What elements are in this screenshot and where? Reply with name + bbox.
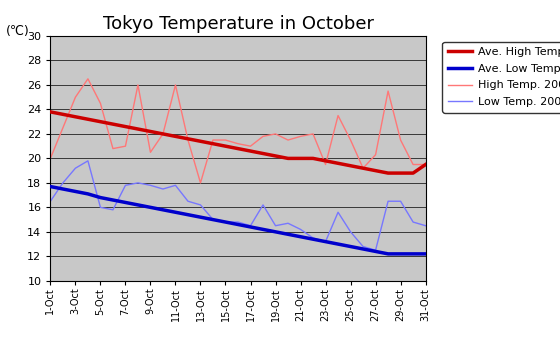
Title: Tokyo Temperature in October: Tokyo Temperature in October — [102, 15, 374, 33]
Text: (℃): (℃) — [6, 25, 29, 38]
Legend: Ave. High Temp., Ave. Low Temp., High Temp. 2007, Low Temp. 2007: Ave. High Temp., Ave. Low Temp., High Te… — [442, 41, 560, 113]
